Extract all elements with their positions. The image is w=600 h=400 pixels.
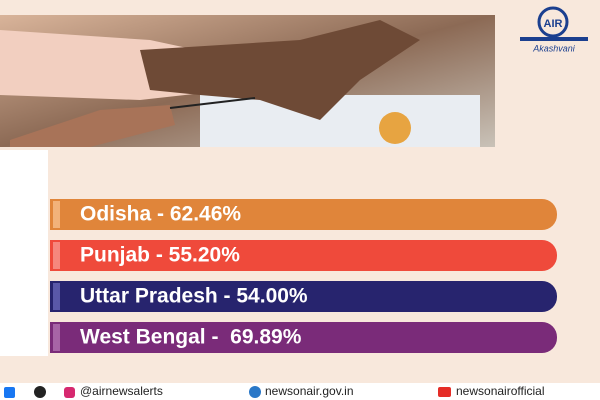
item-label: Punjab - 55.20% bbox=[80, 244, 240, 267]
logo: AIR Akashvani bbox=[520, 6, 588, 53]
globe-icon bbox=[249, 386, 261, 398]
item-bar bbox=[50, 322, 557, 353]
logo-text: Akashvani bbox=[532, 43, 576, 53]
footer-link[interactable]: newsonair.gov.in bbox=[265, 384, 354, 398]
x-icon bbox=[34, 386, 46, 398]
facebook-icon bbox=[4, 387, 15, 398]
photo bbox=[0, 15, 495, 147]
footer-link[interactable]: @airnewsalerts bbox=[80, 384, 163, 398]
item-accent bbox=[53, 283, 60, 310]
item-accent bbox=[53, 324, 60, 351]
item-bar bbox=[50, 281, 557, 312]
svg-text:AIR: AIR bbox=[544, 18, 563, 30]
item-label: Uttar Pradesh - 54.00% bbox=[80, 285, 308, 308]
item-bar bbox=[50, 199, 557, 230]
instagram-icon bbox=[64, 387, 75, 398]
item-accent bbox=[53, 201, 60, 228]
item-accent bbox=[53, 242, 60, 269]
item-label: West Bengal - 69.89% bbox=[80, 326, 302, 349]
footer-link[interactable]: newsonairofficial bbox=[456, 384, 545, 398]
item-bar bbox=[50, 240, 557, 271]
side-panel bbox=[0, 150, 48, 356]
youtube-icon bbox=[438, 387, 451, 397]
item-label: Odisha - 62.46% bbox=[80, 203, 241, 226]
